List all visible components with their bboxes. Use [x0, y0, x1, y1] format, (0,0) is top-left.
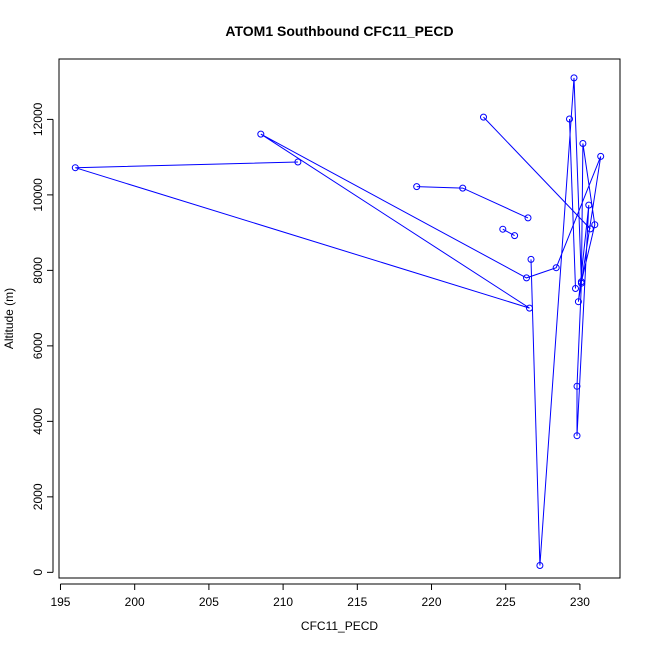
data-point	[591, 221, 599, 229]
data-point	[459, 184, 467, 192]
data-point	[499, 225, 507, 233]
plot-frame	[58, 58, 621, 579]
data-point	[572, 285, 579, 292]
y-tick-label: 10000	[31, 178, 45, 212]
data-point	[536, 562, 544, 569]
data-point	[413, 183, 421, 191]
y-tick-label: 0	[31, 569, 45, 576]
x-tick-label: 200	[125, 595, 145, 609]
data-point	[573, 432, 581, 440]
data-point	[71, 164, 79, 172]
data-point	[585, 201, 593, 209]
data-point	[511, 232, 519, 240]
x-tick-label: 195	[50, 595, 70, 609]
x-tick-label: 220	[422, 595, 442, 609]
y-axis-label: Altitude (m)	[2, 288, 16, 349]
y-axis: 0 2000 4000 6000 8000 10000 12000	[31, 102, 54, 576]
x-tick-label: 225	[496, 595, 516, 609]
y-tick-label: 2000	[31, 483, 45, 510]
y-tick-label: 12000	[31, 102, 45, 136]
data-point	[579, 140, 587, 147]
data-point	[527, 255, 535, 263]
x-axis: 195 200 205 210 215 220 225 230	[50, 583, 590, 609]
series-line	[483, 116, 591, 230]
x-tick-label: 215	[347, 595, 367, 609]
y-tick-label: 8000	[31, 257, 45, 284]
data-point	[480, 113, 487, 121]
data-point	[257, 130, 265, 138]
series-line	[502, 228, 515, 237]
data-point	[524, 214, 532, 222]
data-point	[597, 152, 605, 160]
data-point	[570, 74, 578, 82]
chart-title: ATOM1 Southbound CFC11_PECD	[225, 23, 453, 39]
data-point	[294, 158, 302, 166]
y-tick-label: 6000	[31, 332, 45, 359]
data-point	[573, 382, 581, 390]
data-point	[566, 115, 573, 123]
series-points	[71, 74, 605, 569]
x-tick-label: 205	[199, 595, 219, 609]
data-point	[586, 225, 594, 233]
x-axis-label: CFC11_PECD	[301, 619, 378, 633]
data-point	[577, 278, 585, 286]
x-tick-label: 230	[570, 595, 590, 609]
series-line	[75, 77, 602, 566]
data-point	[526, 304, 533, 312]
series-line	[569, 118, 576, 289]
y-tick-label: 4000	[31, 408, 45, 435]
data-point	[552, 264, 560, 272]
data-point	[574, 298, 582, 306]
series-lines	[75, 77, 602, 566]
data-point	[523, 274, 530, 282]
x-tick-label: 210	[273, 595, 293, 609]
series-line	[416, 186, 529, 219]
